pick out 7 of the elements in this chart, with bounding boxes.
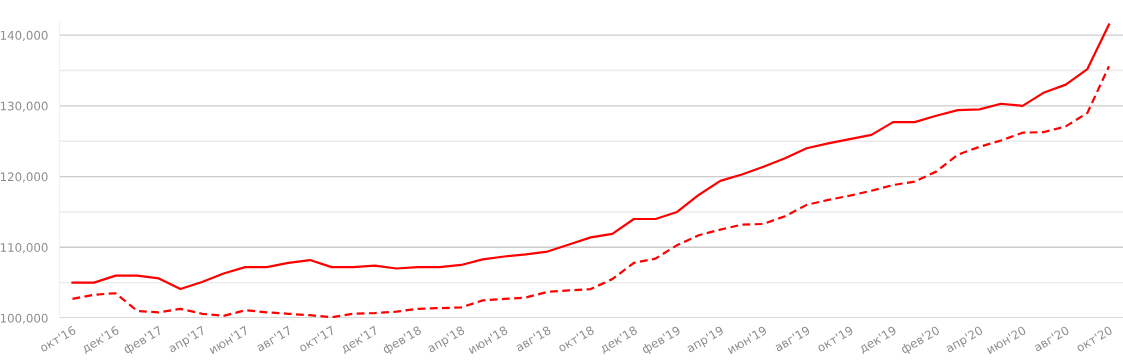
y-tick-label: 100,000 [0,313,48,324]
line-series [71,23,1111,291]
y-tick-label: 130,000 [0,101,48,112]
line-series [71,65,1111,319]
y-tick-label: 110,000 [0,243,48,254]
y-tick-label: 120,000 [0,172,48,183]
y-tick-label: 140,000 [0,30,48,41]
